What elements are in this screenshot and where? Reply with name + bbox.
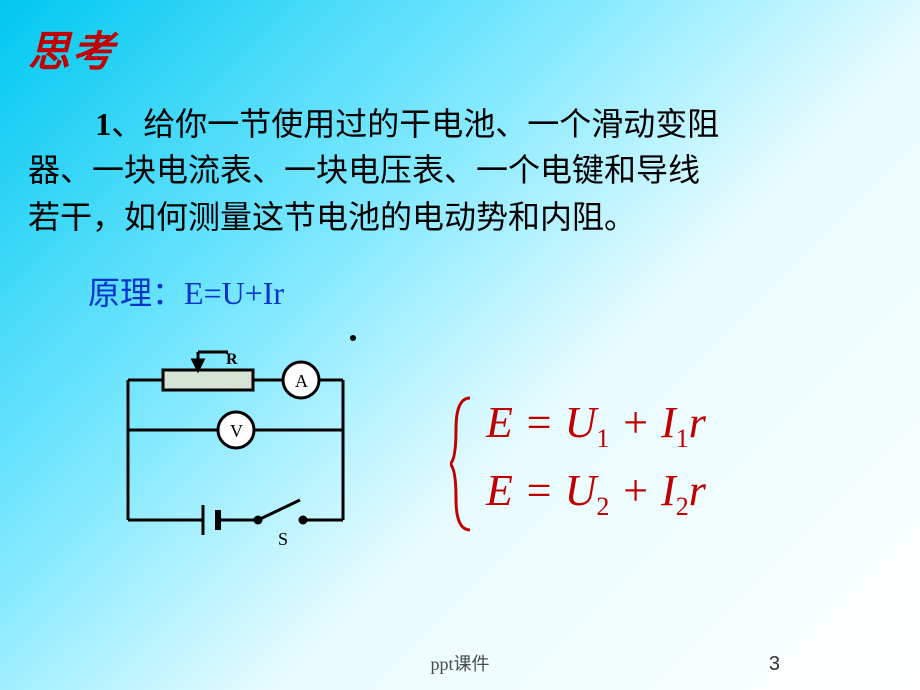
page-number: 3 — [769, 653, 780, 676]
equation-1: E = U1 + I1r — [486, 390, 706, 458]
label-r: R — [226, 351, 238, 368]
label-s: S — [278, 529, 288, 549]
principle: 原理：E=U+Ir — [88, 268, 892, 314]
equation-system: E = U1 + I1r E = U2 + I2r — [470, 390, 706, 526]
problem-line-b: 器、一块电流表、一块电压表、一个电键和导线 — [28, 152, 700, 188]
brace-icon — [450, 394, 476, 534]
circuit-diagram: R A V S — [108, 350, 368, 555]
label-v: V — [230, 421, 243, 441]
problem-line-a: 、给你一节使用过的干电池、一个滑动变阻 — [111, 106, 719, 142]
equation-2: E = U2 + I2r — [486, 458, 706, 526]
problem-text: 1、给你一节使用过的干电池、一个滑动变阻 器、一块电流表、一块电压表、一个电键和… — [28, 101, 892, 240]
principle-formula: E=U+Ir — [184, 275, 284, 311]
bullet-dot — [350, 335, 356, 341]
problem-line-c: 若干，如何测量这节电池的电动势和内阻。 — [28, 199, 636, 235]
problem-number: 1 — [95, 106, 111, 142]
principle-label: 原理： — [88, 275, 184, 311]
heading-think: 思考 — [28, 18, 892, 79]
slide: 思考 1、给你一节使用过的干电池、一个滑动变阻 器、一块电流表、一块电压表、一个… — [0, 0, 920, 690]
footer-label: ppt课件 — [0, 650, 920, 676]
label-a: A — [295, 371, 308, 391]
